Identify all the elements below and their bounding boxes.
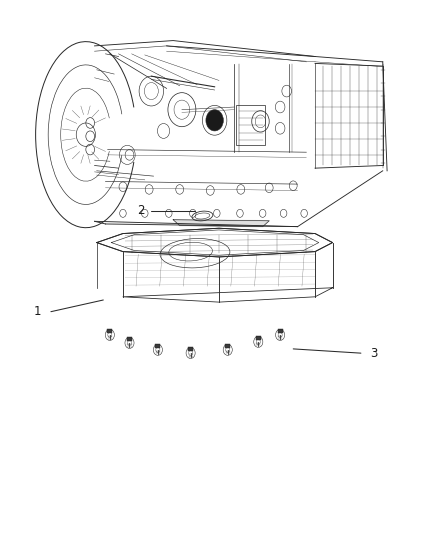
Text: 2: 2 <box>137 204 144 217</box>
Bar <box>237 106 265 146</box>
Bar <box>256 336 261 340</box>
Bar <box>188 347 193 351</box>
Circle shape <box>206 110 223 131</box>
Polygon shape <box>173 220 269 227</box>
Bar <box>127 337 132 341</box>
Bar <box>155 344 160 348</box>
Bar <box>278 329 283 333</box>
Bar <box>225 344 230 348</box>
Bar <box>107 329 112 333</box>
Text: 3: 3 <box>370 346 378 360</box>
Text: 1: 1 <box>34 305 42 318</box>
